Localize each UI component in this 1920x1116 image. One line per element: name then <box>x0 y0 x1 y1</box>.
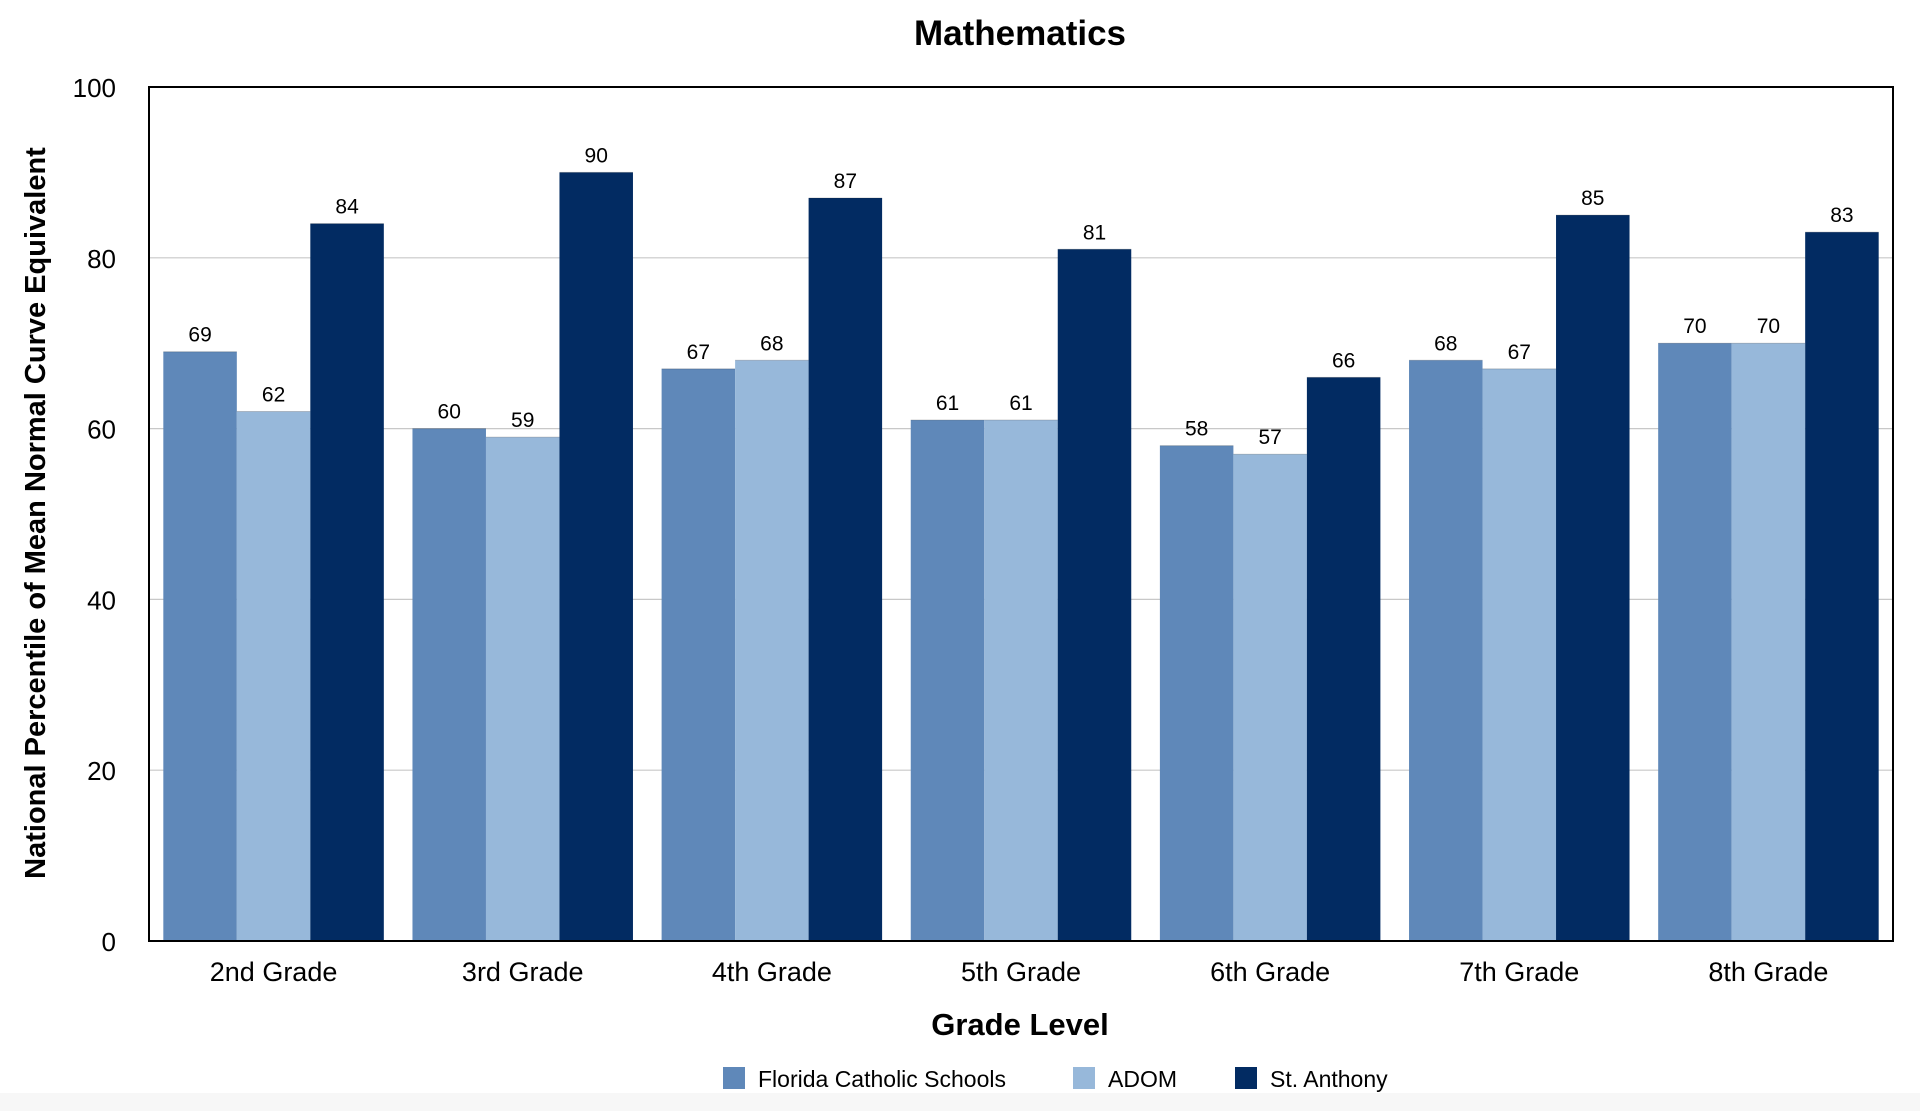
bar <box>1159 445 1234 941</box>
x-tick-label: 7th Grade <box>1459 957 1579 987</box>
y-axis-ticks: 0 20 40 60 80 100 <box>73 73 116 957</box>
bar <box>735 360 809 941</box>
bar <box>1731 343 1806 941</box>
chart-title: Mathematics <box>914 14 1126 53</box>
y-tick-label: 60 <box>87 415 116 445</box>
bar <box>485 437 560 941</box>
data-label: 69 <box>188 324 211 347</box>
legend-label: St. Anthony <box>1270 1066 1388 1092</box>
bar <box>1805 232 1879 941</box>
x-tick-label: 6th Grade <box>1210 957 1330 987</box>
data-label: 66 <box>1332 349 1355 372</box>
bar <box>661 368 736 941</box>
y-axis-label: National Percentile of Mean Normal Curve… <box>20 147 52 879</box>
data-label: 67 <box>1508 341 1531 364</box>
bar <box>310 223 384 941</box>
legend-swatch <box>1235 1067 1257 1089</box>
bar <box>236 411 311 941</box>
x-tick-label: 2nd Grade <box>210 957 338 987</box>
bar <box>1482 368 1557 941</box>
data-label: 84 <box>335 196 359 219</box>
legend: Florida Catholic Schools ADOM St. Anthony <box>723 1066 1388 1092</box>
bar <box>412 428 486 942</box>
data-label: 70 <box>1757 315 1780 338</box>
y-tick-label: 0 <box>102 927 116 957</box>
data-label: 87 <box>834 170 857 193</box>
bar <box>910 420 985 941</box>
y-tick-label: 40 <box>87 585 116 615</box>
data-label: 67 <box>687 341 710 364</box>
x-tick-label: 4th Grade <box>712 957 832 987</box>
bar <box>1556 215 1630 942</box>
data-label: 57 <box>1258 426 1281 449</box>
y-tick-label: 100 <box>73 73 116 103</box>
data-label: 83 <box>1830 204 1853 227</box>
data-label: 81 <box>1083 221 1106 244</box>
legend-swatch <box>1073 1067 1095 1089</box>
bar <box>1233 454 1307 941</box>
data-label: 61 <box>936 392 959 415</box>
bar <box>559 172 633 941</box>
bar <box>984 420 1058 941</box>
bar <box>163 351 237 941</box>
data-label: 68 <box>760 332 783 355</box>
bottom-strip <box>0 1093 1920 1111</box>
bar <box>1057 249 1132 941</box>
legend-swatch <box>723 1067 745 1089</box>
data-label: 90 <box>585 144 608 167</box>
bar <box>1658 343 1732 941</box>
data-label: 61 <box>1009 392 1032 415</box>
data-labels: 69 62 84 60 59 90 67 68 87 61 61 81 58 57 66 68 67 85 70 70… <box>188 144 1853 449</box>
data-label: 62 <box>262 384 285 407</box>
x-tick-label: 8th Grade <box>1708 957 1828 987</box>
data-label: 85 <box>1581 187 1604 210</box>
legend-label: ADOM <box>1108 1066 1177 1092</box>
data-label: 68 <box>1434 332 1457 355</box>
data-label: 60 <box>438 401 461 424</box>
data-label: 70 <box>1683 315 1706 338</box>
x-tick-label: 3rd Grade <box>462 957 584 987</box>
y-tick-label: 20 <box>87 756 116 786</box>
bars <box>163 171 1879 942</box>
bar <box>1306 377 1381 941</box>
bar <box>1409 360 1483 941</box>
x-tick-label: 5th Grade <box>961 957 1081 987</box>
bar <box>808 198 883 941</box>
legend-label: Florida Catholic Schools <box>758 1066 1006 1092</box>
x-axis-label: Grade Level <box>931 1007 1108 1042</box>
x-axis-ticks: 2nd Grade 3rd Grade 4th Grade 5th Grade 6th … <box>210 957 1829 987</box>
plot-area-border <box>148 86 1894 942</box>
y-tick-label: 80 <box>87 244 116 274</box>
data-label: 58 <box>1185 418 1208 441</box>
data-label: 59 <box>511 409 534 432</box>
